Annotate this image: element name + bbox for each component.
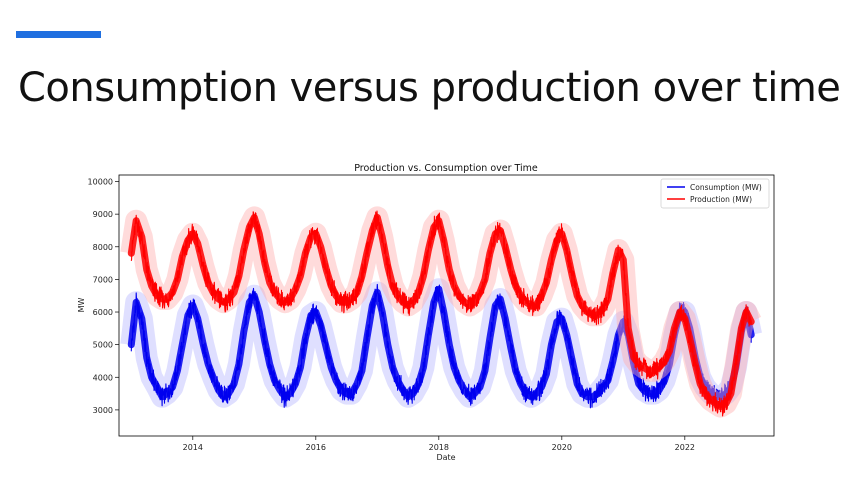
y-tick-label: 5000 <box>93 341 113 350</box>
x-tick-label: 2022 <box>675 443 695 452</box>
plot-frame <box>118 174 775 437</box>
y-tick-label: 3000 <box>93 406 113 415</box>
y-tick-label: 10000 <box>88 178 113 187</box>
slide-title: Consumption versus production over time <box>18 65 841 111</box>
production-consumption-chart: Production vs. Consumption over Time 201… <box>77 163 775 462</box>
y-axis-label: MW <box>77 298 86 313</box>
accent-bar <box>16 31 101 38</box>
y-axis: 3000 4000 5000 6000 7000 8000 9000 10000 <box>88 178 119 415</box>
x-axis: 2014 2016 2018 2020 2022 <box>183 436 695 452</box>
legend-box <box>660 178 770 209</box>
x-tick-label: 2016 <box>306 443 326 452</box>
chart-title: Production vs. Consumption over Time <box>354 163 538 174</box>
y-tick-label: 6000 <box>93 308 113 317</box>
x-tick-label: 2020 <box>552 443 572 452</box>
y-tick-label: 9000 <box>93 210 113 219</box>
x-tick-label: 2014 <box>183 443 203 452</box>
legend: Consumption (MW) Production (MW) <box>660 178 770 209</box>
y-tick-label: 4000 <box>93 373 113 382</box>
series-trend-production <box>127 213 755 411</box>
y-tick-label: 8000 <box>93 243 113 252</box>
x-axis-label: Date <box>436 453 455 462</box>
legend-label-production: Production (MW) <box>690 195 752 204</box>
plot-area <box>120 206 762 418</box>
legend-label-consumption: Consumption (MW) <box>690 183 762 192</box>
series-trend-consumption <box>127 285 755 401</box>
x-tick-label: 2018 <box>429 443 449 452</box>
y-tick-label: 7000 <box>93 275 113 284</box>
